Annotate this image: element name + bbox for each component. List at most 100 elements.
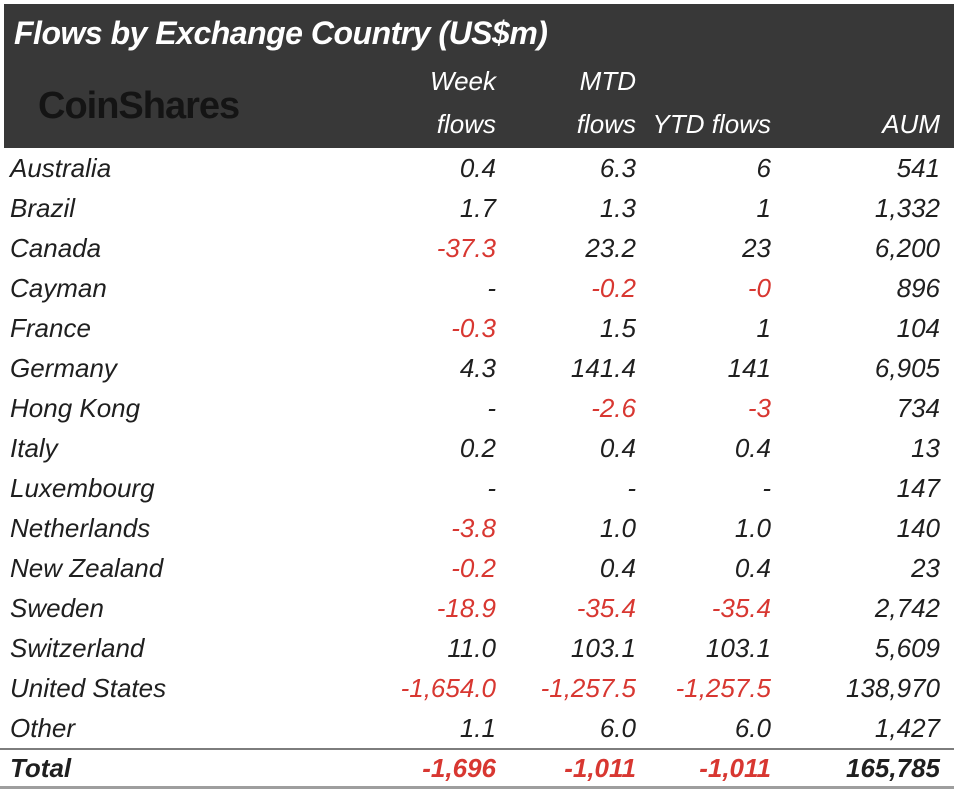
table-row: Brazil 1.7 1.3 1 1,332: [0, 188, 954, 228]
cell-ytd-flows: -0: [747, 272, 771, 303]
cell-week-flows: 0.4: [459, 152, 496, 183]
cell-mtd-flows: 0.4: [599, 552, 636, 583]
cell-country: Total: [10, 752, 72, 783]
table-row: Luxembourg - - - 147: [0, 468, 954, 508]
cell-week-flows: -1,654.0: [400, 672, 496, 703]
cell-ytd-flows: 103.1: [705, 632, 771, 663]
column-header-week-line1: Week: [430, 66, 496, 96]
cell-mtd-flows: -: [627, 472, 636, 503]
table-row: Total -1,696 -1,011 -1,011 165,785: [0, 750, 954, 786]
cell-week-flows: 11.0: [447, 632, 496, 663]
cell-mtd-flows: -35.4: [576, 592, 636, 623]
cell-aum-flows: 140: [896, 512, 940, 543]
cell-ytd-flows: 0.4: [734, 552, 771, 583]
cell-country: France: [10, 312, 91, 343]
cell-mtd-flows: -1,257.5: [540, 672, 636, 703]
cell-ytd-flows: 23: [742, 232, 771, 263]
column-header-row: CoinShares Week flows MTD flows YTD flow…: [4, 60, 954, 146]
cell-country: Netherlands: [10, 512, 151, 543]
table-row: Canada -37.3 23.2 23 6,200: [0, 228, 954, 268]
cell-mtd-flows: 23.2: [585, 232, 636, 263]
cell-mtd-flows: 141.4: [570, 352, 636, 383]
table-row: Italy 0.2 0.4 0.4 13: [0, 428, 954, 468]
cell-week-flows: -37.3: [436, 232, 496, 263]
cell-aum-flows: 104: [896, 312, 940, 343]
table-body: Australia 0.4 6.3 6 541 Brazil 1.7 1.3 1 1,332 Can…: [0, 148, 954, 748]
table-row: Other 1.1 6.0 6.0 1,427: [0, 708, 954, 748]
cell-ytd-flows: -1,011: [699, 752, 771, 783]
cell-mtd-flows: -2.6: [591, 392, 636, 423]
table-row: United States -1,654.0 -1,257.5 -1,257.5 138…: [0, 668, 954, 708]
table-row: New Zealand -0.2 0.4 0.4 23: [0, 548, 954, 588]
cell-country: United States: [10, 672, 167, 703]
cell-ytd-flows: 1: [756, 192, 771, 223]
column-header-mtd-flows: MTD flows: [496, 60, 636, 146]
cell-mtd-flows: 103.1: [570, 632, 636, 663]
column-header-aum-label: AUM: [882, 109, 940, 139]
cell-aum-flows: 13: [911, 432, 940, 463]
cell-week-flows: 4.3: [459, 352, 496, 383]
cell-ytd-flows: -3: [747, 392, 771, 423]
table-header: Flows by Exchange Country (US$m) CoinSha…: [4, 4, 954, 148]
column-header-week-line2: flows: [436, 109, 496, 139]
cell-aum-flows: 138,970: [846, 672, 940, 703]
cell-mtd-flows: -1,011: [564, 752, 636, 783]
cell-mtd-flows: 0.4: [599, 432, 636, 463]
table-row: Cayman - -0.2 -0 896: [0, 268, 954, 308]
table-row: Netherlands -3.8 1.0 1.0 140: [0, 508, 954, 548]
cell-mtd-flows: -0.2: [591, 272, 636, 303]
table-row: Sweden -18.9 -35.4 -35.4 2,742: [0, 588, 954, 628]
cell-country: Germany: [10, 352, 117, 383]
cell-aum-flows: 734: [896, 392, 940, 423]
cell-country: Italy: [10, 432, 58, 463]
cell-week-flows: -0.3: [451, 312, 496, 343]
cell-mtd-flows: 1.5: [599, 312, 636, 343]
column-header-week-flows: Week flows: [306, 60, 496, 146]
cell-ytd-flows: 0.4: [734, 432, 771, 463]
cell-aum-flows: 2,742: [874, 592, 940, 623]
cell-week-flows: 1.1: [459, 712, 496, 743]
cell-week-flows: -0.2: [451, 552, 496, 583]
cell-country: Luxembourg: [10, 472, 155, 503]
cell-ytd-flows: 1.0: [734, 512, 771, 543]
cell-ytd-flows: -1,257.5: [675, 672, 771, 703]
column-header-ytd-flows: YTD flows: [636, 103, 771, 146]
cell-aum-flows: 1,332: [874, 192, 940, 223]
cell-week-flows: -18.9: [436, 592, 496, 623]
cell-mtd-flows: 1.3: [599, 192, 636, 223]
cell-mtd-flows: 6.3: [599, 152, 636, 183]
cell-ytd-flows: 141: [727, 352, 771, 383]
cell-aum-flows: 896: [896, 272, 940, 303]
cell-week-flows: -: [487, 272, 496, 303]
cell-country: Cayman: [10, 272, 107, 303]
page-title: Flows by Exchange Country (US$m): [14, 15, 548, 51]
cell-country: Switzerland: [10, 632, 145, 663]
cell-aum-flows: 6,200: [874, 232, 940, 263]
cell-week-flows: -: [487, 392, 496, 423]
cell-country: New Zealand: [10, 552, 164, 583]
column-header-mtd-line2: flows: [576, 109, 636, 139]
cell-mtd-flows: 6.0: [599, 712, 636, 743]
cell-ytd-flows: 1: [756, 312, 771, 343]
cell-week-flows: -: [487, 472, 496, 503]
cell-aum-flows: 5,609: [874, 632, 940, 663]
cell-aum-flows: 1,427: [874, 712, 940, 743]
cell-aum-flows: 541: [896, 152, 940, 183]
table-row: Australia 0.4 6.3 6 541: [0, 148, 954, 188]
cell-mtd-flows: 1.0: [599, 512, 636, 543]
table-row: Switzerland 11.0 103.1 103.1 5,609: [0, 628, 954, 668]
cell-aum-flows: 6,905: [874, 352, 940, 383]
table-row: Hong Kong - -2.6 -3 734: [0, 388, 954, 428]
table-row: Germany 4.3 141.4 141 6,905: [0, 348, 954, 388]
cell-country: Hong Kong: [10, 392, 141, 423]
cell-ytd-flows: 6: [756, 152, 771, 183]
cell-country: Brazil: [10, 192, 76, 223]
column-header-aum: AUM: [771, 103, 940, 146]
cell-ytd-flows: -35.4: [711, 592, 771, 623]
cell-aum-flows: 165,785: [846, 752, 940, 783]
cell-week-flows: 1.7: [459, 192, 496, 223]
coinshares-logo: CoinShares: [38, 84, 240, 127]
cell-country: Australia: [10, 152, 112, 183]
cell-aum-flows: 23: [911, 552, 940, 583]
